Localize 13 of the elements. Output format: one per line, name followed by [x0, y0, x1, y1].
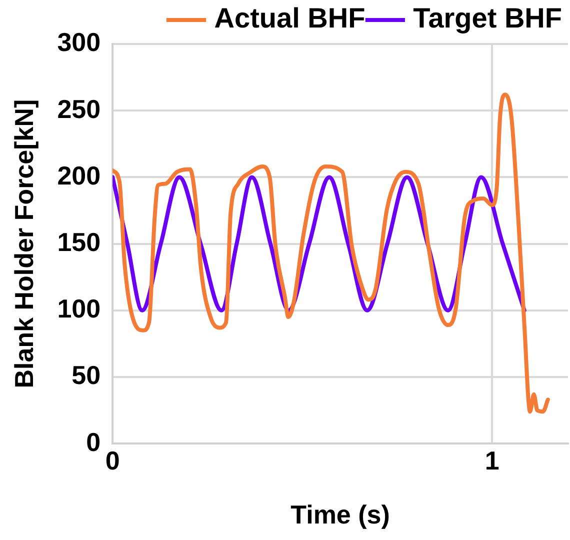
- legend-label: Actual BHF: [214, 2, 366, 34]
- y-tick-label: 100: [57, 294, 101, 324]
- x-axis-title: Time (s): [290, 500, 390, 530]
- y-axis-title: Blank Holder Force[kN]: [8, 99, 39, 388]
- y-tick-label: 250: [57, 94, 101, 124]
- y-tick-label: 150: [57, 226, 101, 257]
- y-tick-label: 200: [57, 160, 101, 190]
- y-tick-label: 50: [72, 360, 101, 390]
- y-tick-label: 300: [57, 27, 101, 58]
- line-series: [112, 92, 550, 414]
- y-tick-label: 0: [86, 426, 101, 457]
- x-tick-label: 1: [484, 445, 500, 476]
- legend-label: Target BHF: [413, 2, 562, 34]
